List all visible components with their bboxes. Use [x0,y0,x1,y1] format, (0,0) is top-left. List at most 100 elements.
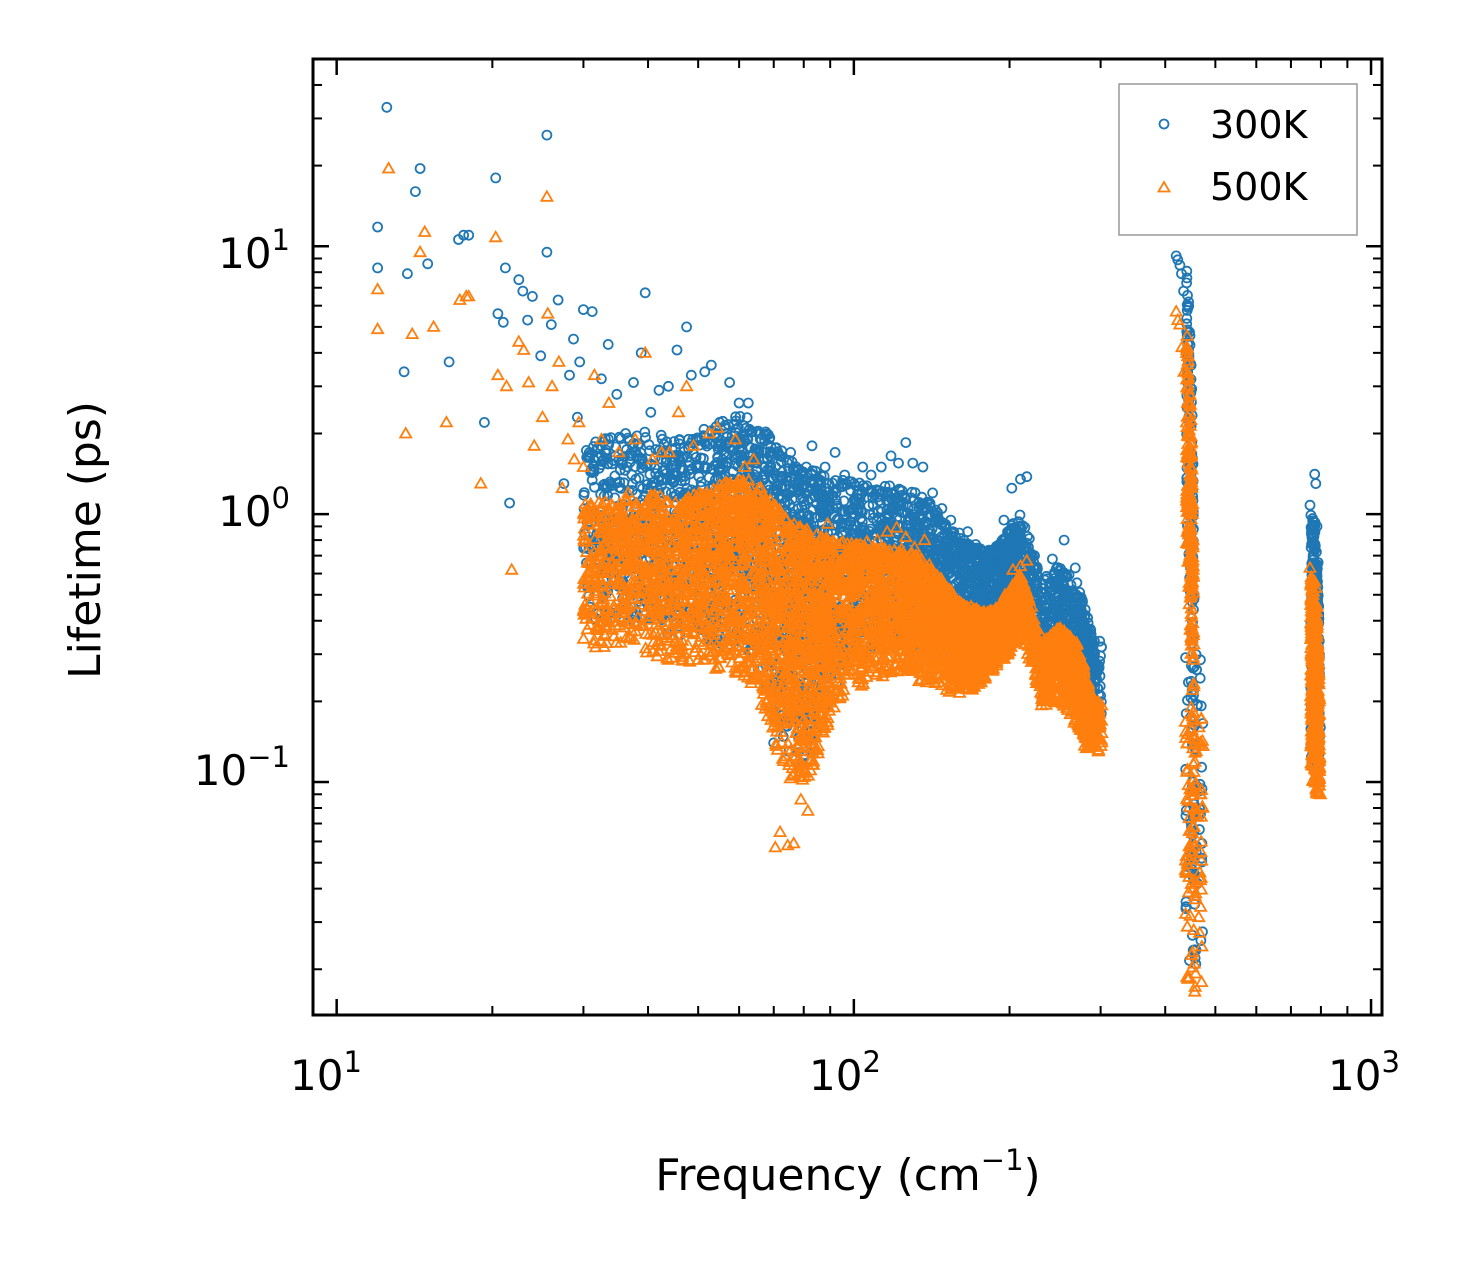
point-300K [715,461,727,473]
point-300K [769,482,781,494]
point-300K [924,537,936,549]
point-300K [879,480,891,492]
point-300K [873,505,884,517]
point-300K [656,453,667,465]
point-300K [813,478,825,490]
point-300K [816,495,828,506]
point-300K [700,438,711,450]
point-300K [876,515,888,527]
point-300K [931,512,942,524]
point-300K [848,494,860,506]
point-300K [650,468,662,480]
point-300K [954,550,965,562]
point-300K [752,472,763,483]
point-300K [693,471,705,483]
point-300K [784,499,796,510]
point-300K [933,514,944,525]
point-300K [734,410,746,422]
point-300K [837,481,848,493]
point-300K [855,513,867,524]
point-300K [838,495,850,507]
point-300K [679,475,691,487]
point-300K [924,499,936,511]
point-300K [735,435,746,447]
point-300K [940,550,952,562]
point-300K [890,492,901,504]
point-300K [632,450,644,462]
point-300K [827,485,839,497]
point-300K [874,488,885,500]
point-300K [735,449,747,461]
point-300K [668,436,680,447]
point-300K [827,502,839,514]
point-300K [634,480,646,492]
point-300K [658,438,670,450]
point-300K [800,488,812,500]
point-300K [893,504,905,516]
point-300K [644,445,655,457]
point-300K [864,509,875,521]
point-300K [852,506,864,517]
point-300K [618,477,630,489]
point-300K [857,522,869,534]
point-300K [830,483,842,495]
point-300K [798,499,810,511]
point-300K [704,438,716,450]
point-300K [644,469,656,480]
point-300K [717,454,728,466]
point-300K [775,456,787,468]
point-300K [639,426,651,438]
point-300K [815,484,827,496]
point-300K [769,469,781,481]
point-300K [944,566,955,578]
point-300K [599,446,611,458]
point-300K [772,480,784,492]
point-300K [614,476,626,488]
point-300K [741,412,753,424]
point-300K [643,439,655,451]
point-300K [835,521,847,533]
point-300K [589,455,600,467]
point-300K [781,457,793,468]
point-300K [787,515,798,527]
point-300K [793,463,805,475]
point-300K [956,568,967,579]
point-300K [947,526,959,537]
point-300K [586,467,598,479]
point-300K [578,487,590,499]
point-300K [958,578,970,590]
point-300K [954,555,966,567]
point-300K [884,480,895,492]
point-300K [621,444,632,456]
point-300K [815,487,827,499]
point-300K [762,453,773,465]
point-300K [714,439,726,450]
point-300K [861,491,872,503]
point-300K [776,451,787,463]
point-300K [787,484,799,496]
point-300K [909,494,920,506]
point-300K [755,428,766,439]
point-300K [733,422,744,434]
point-300K [894,485,906,497]
point-300K [615,482,627,494]
point-300K [589,481,600,493]
point-300K [810,512,821,523]
point-300K [695,452,707,464]
point-300K [909,487,921,499]
point-300K [802,481,814,493]
point-300K [656,433,668,445]
point-300K [800,461,812,473]
point-300K [876,486,888,498]
point-300K [909,509,920,521]
point-300K [678,451,689,463]
point-300K [785,486,797,498]
point-300K [588,460,599,472]
point-300K [861,480,873,492]
point-300K [675,464,687,476]
point-300K [676,475,687,487]
point-300K [774,491,786,503]
point-300K [754,433,766,445]
point-300K [910,524,921,536]
